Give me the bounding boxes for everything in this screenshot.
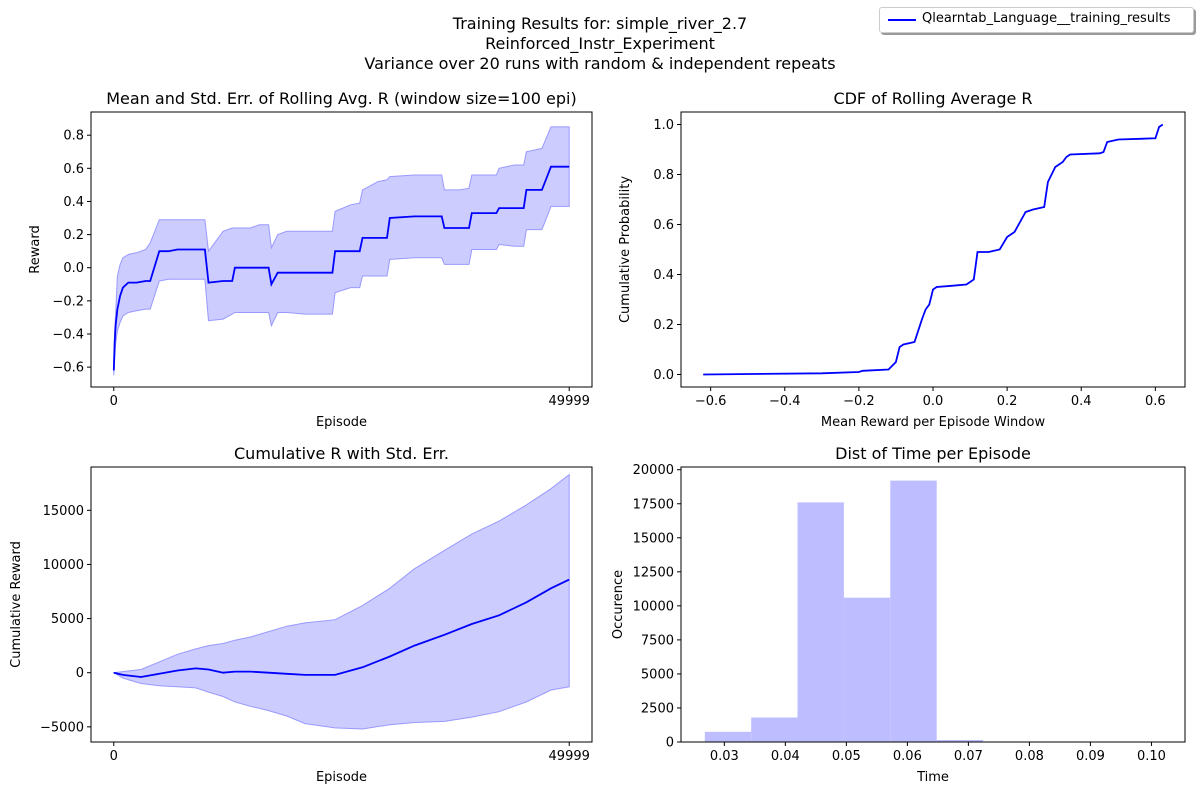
- x-tick-label: −0.6: [695, 394, 727, 409]
- y-tick-label: 1.0: [653, 118, 674, 133]
- y-tick-label: 17500: [633, 497, 674, 512]
- y-tick-label: 0: [76, 666, 84, 681]
- suptitle-line-2: Reinforced_Instr_Experiment: [485, 34, 715, 53]
- x-tick-label: 0: [110, 749, 118, 764]
- x-tick-label: 0.05: [832, 749, 861, 764]
- x-tick-label: 0.09: [1076, 749, 1105, 764]
- y-tick-label: 7500: [641, 633, 674, 648]
- axes-frame: [90, 111, 593, 388]
- chart-4: 0.03 0.04 0.05 0.06 0.07 0.08 0.09 0.10 0 2500 500…: [611, 444, 1186, 785]
- chart-title: Mean and Std. Err. of Rolling Avg. R (wi…: [106, 89, 577, 108]
- axes-frame: [680, 466, 1186, 743]
- y-tick-label: 2500: [641, 701, 674, 716]
- x-tick-label: 0.2: [997, 394, 1018, 409]
- y-tick-label: 0.2: [63, 228, 84, 243]
- y-tick-label: 0.2: [653, 318, 674, 333]
- x-tick-label: 0.6: [1145, 394, 1166, 409]
- y-tick-label: 15000: [43, 504, 84, 519]
- suptitle-line-3: Variance over 20 runs with random & inde…: [364, 54, 836, 73]
- x-tick-label: 0.04: [771, 749, 800, 764]
- y-tick-label: 0.8: [63, 129, 84, 144]
- y-tick-label: 20000: [633, 463, 674, 478]
- y-tick-label: −5000: [40, 720, 84, 735]
- histogram-bar: [936, 740, 984, 742]
- x-tick-label: −0.4: [769, 394, 801, 409]
- x-tick-label: 49999: [549, 394, 590, 409]
- histogram-bar: [751, 717, 798, 742]
- y-tick-label: 0.0: [63, 261, 84, 276]
- legend-label: Qlearntab_Language__training_results: [922, 11, 1171, 26]
- y-tick-label: 12500: [633, 565, 674, 580]
- series-line: [112, 165, 570, 371]
- x-tick-label: −0.2: [843, 394, 875, 409]
- axes-frame: [90, 466, 593, 743]
- y-axis-label: Cumulative Reward: [9, 541, 24, 668]
- y-tick-label: 0: [666, 736, 674, 751]
- y-tick-label: 5000: [641, 667, 674, 682]
- x-axis-label: Episode: [316, 770, 367, 785]
- x-tick-label: 0.03: [710, 749, 739, 764]
- chart-title: Cumulative R with Std. Err.: [234, 444, 449, 463]
- axes-frame: [680, 111, 1186, 388]
- y-tick-label: 0.8: [653, 168, 674, 183]
- x-axis-label: Time: [916, 770, 949, 785]
- y-tick-label: 15000: [633, 531, 674, 546]
- chart-1: 0 49999 −0.6 −0.4 −0.2 0.0 0.2 0.4 0.6 0.8 Mean an…: [28, 89, 593, 430]
- legend: Qlearntab_Language__training_results: [879, 7, 1194, 33]
- legend-line-swatch: [888, 19, 916, 21]
- histogram-bar: [704, 731, 752, 742]
- y-tick-label: 10000: [43, 558, 84, 573]
- y-tick-label: −0.6: [52, 361, 84, 376]
- suptitle-line-1: Training Results for: simple_river_2.7: [452, 14, 748, 33]
- x-tick-label: 0.07: [954, 749, 983, 764]
- x-tick-label: 49999: [549, 749, 590, 764]
- y-tick-label: 10000: [633, 599, 674, 614]
- x-tick-label: 0.10: [1137, 749, 1166, 764]
- series-line: [703, 123, 1164, 376]
- chart-title: CDF of Rolling Average R: [833, 89, 1032, 108]
- y-tick-label: 0.4: [63, 195, 84, 210]
- histogram-bar: [843, 597, 891, 742]
- y-tick-label: −0.4: [52, 327, 84, 342]
- suptitle: Training Results for: simple_river_2.7 R…: [300, 14, 900, 74]
- histogram-bar: [890, 480, 937, 742]
- x-axis-label: Episode: [316, 415, 367, 430]
- y-tick-label: −0.2: [52, 294, 84, 309]
- std-err-band: [112, 473, 570, 730]
- x-tick-label: 0: [110, 394, 118, 409]
- chart-title: Dist of Time per Episode: [835, 444, 1031, 463]
- y-axis-label: Cumulative Probability: [618, 176, 633, 323]
- x-tick-label: 0.0: [923, 394, 944, 409]
- x-tick-label: 0.08: [1015, 749, 1044, 764]
- chart-3: 0 49999 −5000 0 5000 10000 15000 Cumulative R w…: [9, 444, 593, 785]
- y-tick-label: 0.0: [653, 368, 674, 383]
- x-axis-label: Mean Reward per Episode Window: [821, 415, 1046, 430]
- y-tick-label: 0.6: [653, 218, 674, 233]
- x-tick-label: 0.06: [893, 749, 922, 764]
- y-tick-label: 0.6: [63, 162, 84, 177]
- x-tick-label: 0.4: [1071, 394, 1092, 409]
- y-axis-label: Occurence: [611, 570, 626, 639]
- histogram-bar: [797, 502, 844, 742]
- y-tick-label: 0.4: [653, 268, 674, 283]
- chart-2: −0.6 −0.4 −0.2 0.0 0.2 0.4 0.6 0.0 0.2 0.4 0.6 0.8 1…: [618, 89, 1186, 430]
- y-axis-label: Reward: [28, 225, 43, 273]
- y-tick-label: 5000: [51, 612, 84, 627]
